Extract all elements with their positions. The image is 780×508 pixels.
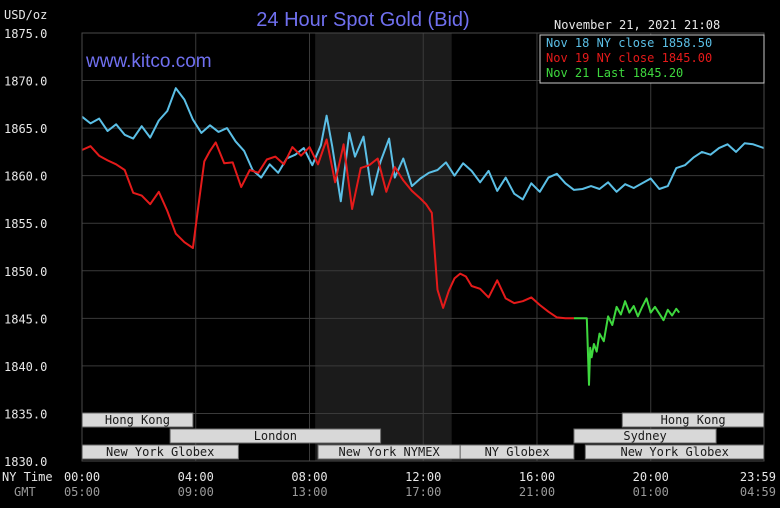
x-tick-gmt-label: 05:00 <box>64 485 100 499</box>
session-label: Hong Kong <box>661 413 726 427</box>
nymex-shaded-region <box>315 33 452 461</box>
trading-sessions: Hong Kong London New York Globex New York N… <box>81 412 765 460</box>
session-bar <box>459 444 575 460</box>
x-tick-ny-label: 20:00 <box>633 470 669 484</box>
x-tick-gmt-label: 17:00 <box>405 485 441 499</box>
y-tick-label: 1840.0 <box>4 360 47 374</box>
series-line-2 <box>574 297 680 386</box>
legend-box <box>539 34 765 84</box>
legend-nov18: Nov 18 NY close 1858.50 <box>546 36 712 50</box>
y-tick-label: 1860.0 <box>4 170 47 184</box>
legend: Nov 18 NY close 1858.50 Nov 19 NY close … <box>539 34 765 84</box>
x-tick-gmt-label: 21:00 <box>519 485 555 499</box>
series-line-0 <box>81 87 765 203</box>
x-tick-gmt-label: 09:00 <box>178 485 214 499</box>
unit-label: USD/oz <box>4 8 47 22</box>
y-axis: 1875.0 1870.0 1865.0 1860.0 1855.0 1850.0 1845… <box>4 27 47 469</box>
session-label: New York NYMEX <box>339 445 441 459</box>
session-label: Hong Kong <box>105 413 170 427</box>
watermark: www.kitco.com <box>85 51 212 72</box>
session-bar <box>169 428 382 444</box>
session-label: London <box>254 429 297 443</box>
y-tick-label: 1870.0 <box>4 75 47 89</box>
x-tick-ny-label: 00:00 <box>64 470 100 484</box>
plot-frame <box>81 32 765 462</box>
x-tick-ny-label: 12:00 <box>405 470 441 484</box>
price-series <box>81 87 765 386</box>
session-label: NY Globex <box>485 445 550 459</box>
legend-nov19: Nov 19 NY close 1845.00 <box>546 51 712 65</box>
y-tick-label: 1855.0 <box>4 217 47 231</box>
session-label: New York Globex <box>106 445 214 459</box>
x-tick-gmt-label: 04:59 <box>740 485 776 499</box>
y-tick-label: 1835.0 <box>4 407 47 421</box>
chart-title: 24 Hour Spot Gold (Bid) <box>256 9 469 31</box>
y-tick-label: 1865.0 <box>4 122 47 136</box>
x-tick-gmt-label: 13:00 <box>291 485 327 499</box>
session-label: Sydney <box>623 429 666 443</box>
series-line-1 <box>81 138 574 320</box>
x-tick-ny-label: 04:00 <box>178 470 214 484</box>
y-tick-label: 1850.0 <box>4 265 47 279</box>
datetime-label: November 21, 2021 21:08 <box>554 18 720 32</box>
legend-nov21: Nov 21 Last 1845.20 <box>546 66 683 80</box>
x-tick-ny-label: 23:59 <box>740 470 776 484</box>
y-tick-label: 1875.0 <box>4 27 47 41</box>
gmt-label: GMT <box>14 485 36 499</box>
y-tick-label: 1845.0 <box>4 312 47 326</box>
x-tick-ny-label: 08:00 <box>291 470 327 484</box>
session-label: New York Globex <box>620 445 728 459</box>
y-tick-label: 1830.0 <box>4 455 47 469</box>
ny-time-label: NY Time <box>2 470 53 484</box>
x-tick-ny-label: 16:00 <box>519 470 555 484</box>
x-tick-gmt-label: 01:00 <box>633 485 669 499</box>
session-bar <box>573 428 717 444</box>
